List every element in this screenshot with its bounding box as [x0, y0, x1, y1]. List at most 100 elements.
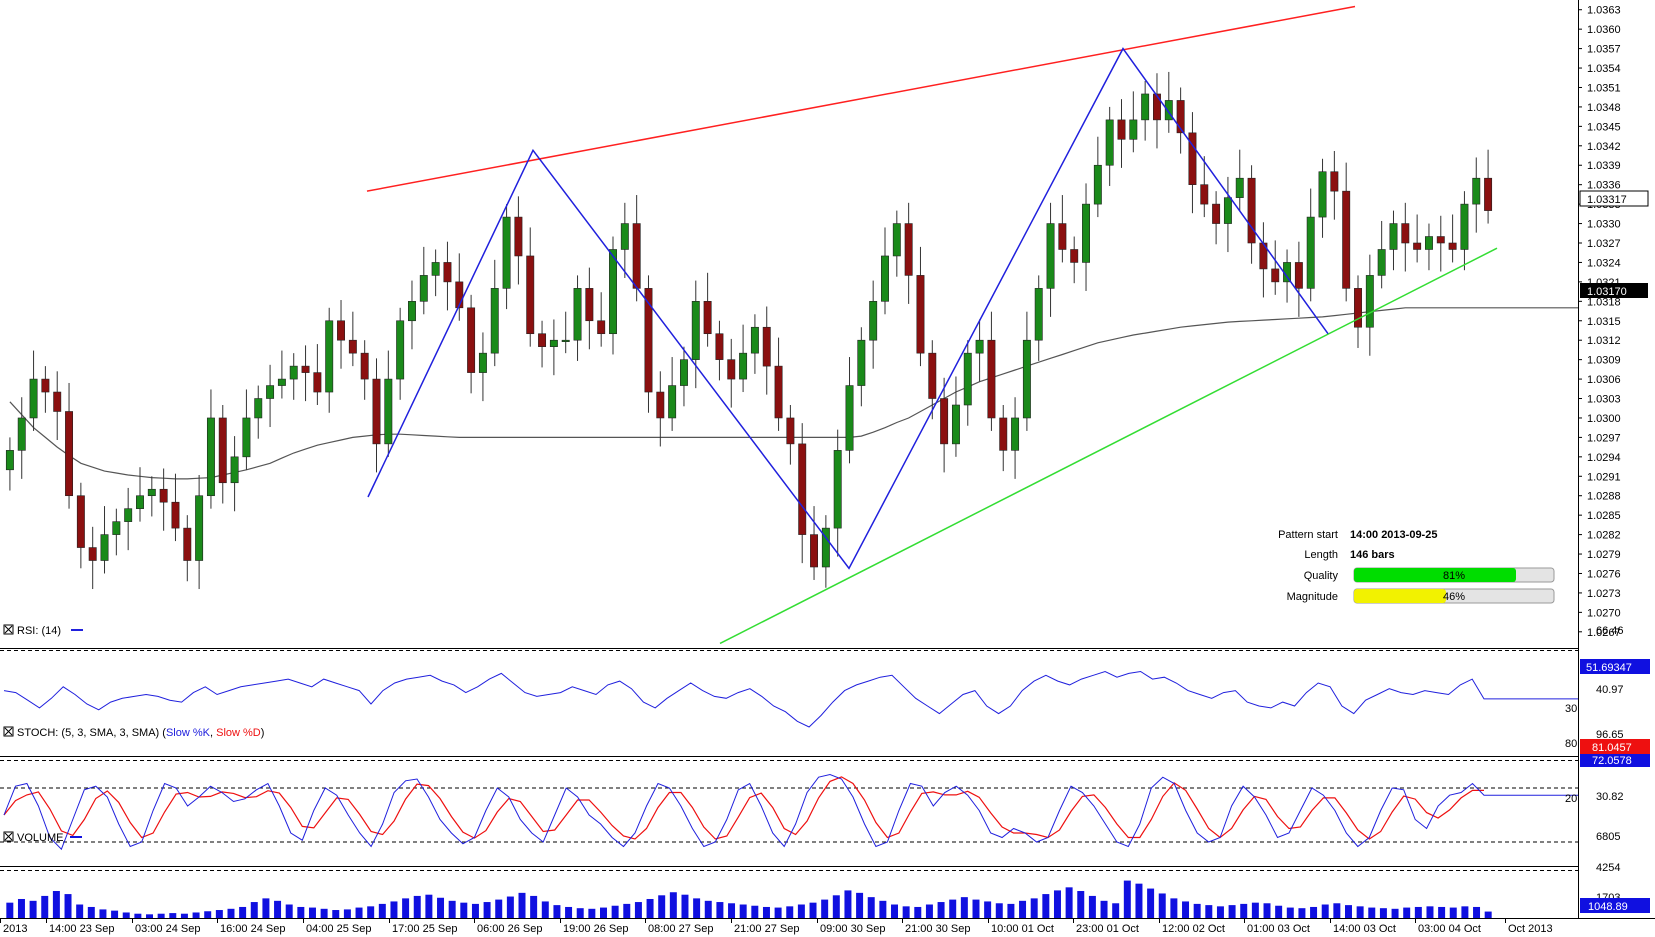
rsi-value-label: 51.69347 [1586, 662, 1632, 674]
candle-body [41, 378, 50, 393]
time-tick-label: 03:00 04 Oct [1418, 923, 1481, 935]
volume-bar [413, 895, 421, 918]
stoch-d-value-box [1580, 752, 1650, 767]
moving-average-label: 1.03170 [1580, 283, 1648, 298]
candle-body [1389, 223, 1398, 250]
volume-bar [1042, 894, 1050, 918]
current-price-value: 1.03317 [1587, 194, 1627, 206]
price-tick-label: 1.0354 [1587, 63, 1621, 75]
volume-bar [984, 901, 992, 918]
volume-bar [1345, 905, 1352, 918]
candle-body [963, 352, 972, 406]
volume-bar [914, 906, 922, 918]
volume-bar [1321, 904, 1329, 918]
candle-body [1129, 119, 1138, 140]
volume-bar [402, 898, 410, 918]
candle-body [1271, 268, 1280, 283]
volume-bar [960, 897, 968, 918]
volume-bars [6, 880, 1492, 918]
price-tick-label: 1.0285 [1587, 510, 1621, 522]
volume-bar [925, 904, 933, 918]
candle-body [1306, 216, 1315, 289]
volume-bar [332, 910, 340, 918]
volume-bar [262, 898, 270, 918]
time-tick-label: 17:00 25 Sep [392, 923, 457, 935]
candle-body [656, 391, 665, 419]
time-tick-label: 21:00 30 Sep [905, 923, 970, 935]
candle-body [573, 288, 582, 341]
time-tick-label: 01:00 03 Oct [1247, 923, 1310, 935]
candle-body [845, 385, 854, 451]
rsi-tick-high: 66.46 [1596, 625, 1624, 637]
stochastic-panel: STOCH: (5, 3, SMA, 3, SMA) (Slow %K, Slo… [0, 726, 1650, 851]
volume-bar [1333, 903, 1341, 918]
volume-bar [390, 901, 398, 918]
price-tick-label: 1.0360 [1587, 24, 1621, 36]
price-tick-label: 1.0342 [1587, 141, 1621, 153]
candle-body [254, 398, 263, 419]
volume-bar [215, 910, 223, 918]
stoch-k-value-label: 81.0457 [1592, 742, 1632, 754]
candle-body [17, 417, 26, 451]
volume-bar [1310, 906, 1318, 918]
candle-body [975, 339, 984, 354]
candle-body [76, 495, 85, 548]
volume-bar [1100, 900, 1108, 918]
stochastic-series [0, 773, 1578, 851]
volume-bar [111, 910, 119, 918]
candle-body [1448, 242, 1457, 250]
price-tick-label: 1.0327 [1587, 238, 1621, 250]
candle-body [1117, 119, 1126, 140]
volume-bar [891, 904, 898, 918]
time-tick-label: 21:00 27 Sep [734, 923, 799, 935]
candle-body [869, 301, 878, 341]
candle-body [786, 417, 795, 445]
price-tick-label: 1.0270 [1587, 607, 1621, 619]
rsi-level-30: 30 [1565, 703, 1577, 715]
pattern-lines [366, 5, 1498, 645]
candle-body [1377, 249, 1386, 276]
volume-bar [797, 904, 805, 918]
volume-bar [157, 913, 165, 918]
candle-body [455, 281, 464, 309]
candle-body [1070, 249, 1079, 263]
candle-body [561, 339, 570, 343]
price-tick-label: 1.0336 [1587, 180, 1621, 192]
candle-body [691, 301, 700, 360]
volume-bar [786, 906, 794, 918]
candle-body [1164, 100, 1173, 121]
magnitude-label: Magnitude [1287, 591, 1338, 603]
price-tick-label: 1.0276 [1587, 568, 1621, 580]
price-tick-label: 1.0357 [1587, 44, 1621, 56]
magnitude-bar-fill [1354, 589, 1446, 603]
volume-panel: VOLUME 6805 4254 1703 1048.89 [3, 831, 1650, 918]
volume-bar [64, 894, 72, 918]
current-price-label: 1.03317 [1579, 190, 1649, 207]
candle-body [514, 216, 523, 257]
volume-bar [1019, 900, 1027, 918]
candle-body [1141, 93, 1150, 121]
candle-body [1484, 177, 1493, 211]
candle-body [1342, 190, 1351, 289]
candle-body [727, 359, 736, 380]
candle-body [1247, 177, 1256, 244]
candle-body [1034, 288, 1043, 341]
price-tick-label: 1.0363 [1587, 5, 1621, 17]
candle-body [821, 527, 830, 568]
candle-body [419, 275, 428, 302]
volume-bar [600, 907, 607, 918]
volume-bar [1135, 883, 1143, 918]
volume-bar [541, 901, 549, 918]
volume-bar [1403, 907, 1411, 918]
candle-body [159, 488, 168, 503]
price-tick-label: 1.0303 [1587, 394, 1621, 406]
candle-body [1235, 177, 1244, 198]
candle-body [857, 339, 866, 386]
candle-body [585, 288, 594, 322]
volume-bar [297, 906, 305, 918]
volume-bar [1158, 893, 1166, 918]
volume-bar [879, 900, 887, 918]
candle-body [538, 333, 547, 347]
candle-body [313, 372, 322, 393]
volume-bar [739, 904, 747, 918]
